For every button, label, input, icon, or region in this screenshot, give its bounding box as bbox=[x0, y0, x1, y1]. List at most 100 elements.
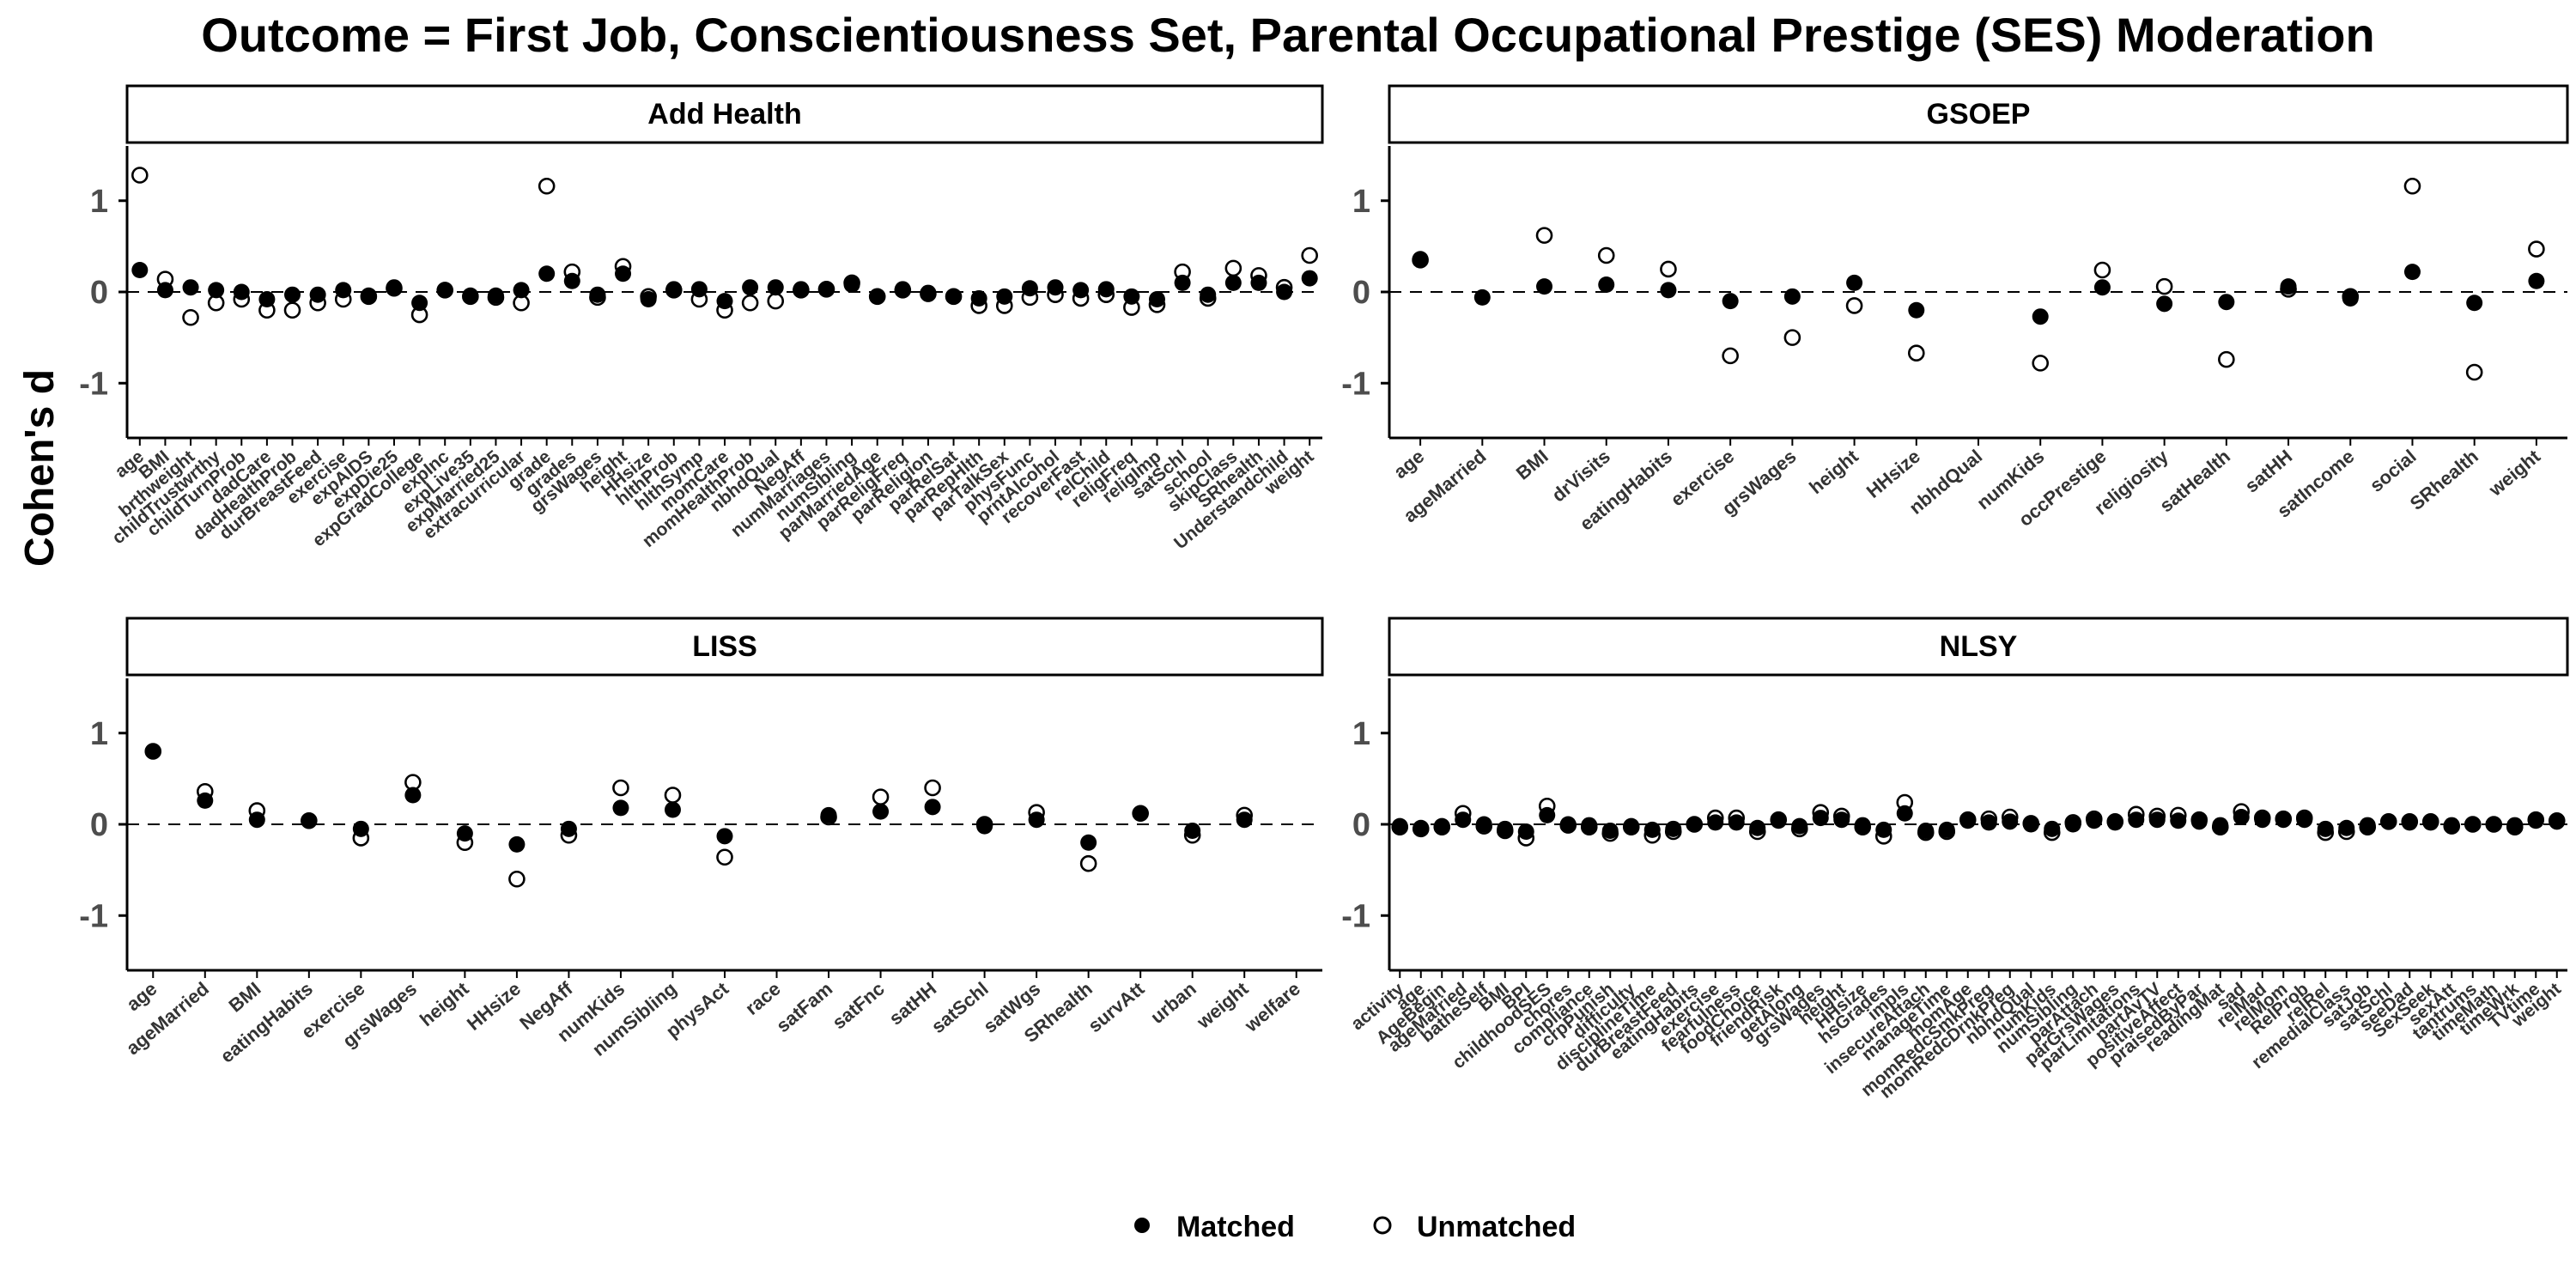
unmatched-point-gsoep-weight bbox=[2528, 240, 2545, 258]
matched-point-nlsy-momage bbox=[1959, 812, 1977, 829]
y-tick-label: 0 bbox=[1352, 275, 1370, 311]
matched-point-add-health-nbhdqual bbox=[767, 279, 784, 296]
x-tick-label-hhsize: HHsize bbox=[463, 978, 525, 1035]
matched-point-liss-satfnc bbox=[872, 803, 890, 820]
legend-matched-marker bbox=[1134, 1218, 1150, 1233]
matched-point-nlsy-partavtv bbox=[2148, 811, 2166, 829]
matched-point-nlsy-remedialclass bbox=[2338, 819, 2355, 836]
matched-point-add-health-dadcare bbox=[258, 291, 276, 307]
matched-point-add-health-negaff bbox=[793, 281, 810, 298]
matched-point-nlsy-insecureattach bbox=[1917, 822, 1935, 839]
matched-point-nlsy-praisedbypar bbox=[2190, 813, 2208, 830]
matched-point-nlsy-weight bbox=[2549, 813, 2566, 830]
matched-point-gsoep-eatinghabits bbox=[1660, 282, 1677, 299]
unmatched-point-liss-numkids bbox=[612, 779, 629, 797]
matched-point-nlsy-difficulty bbox=[1623, 817, 1640, 835]
matched-point-nlsy-managetime bbox=[1938, 821, 1955, 838]
panel-strip bbox=[125, 84, 1324, 144]
matched-point-nlsy-crppunish bbox=[1601, 822, 1619, 839]
matched-point-gsoep-sathh bbox=[2280, 278, 2297, 295]
matched-point-gsoep-satincome bbox=[2342, 289, 2359, 307]
matched-point-liss-urban bbox=[1184, 822, 1201, 839]
y-tick-label: 1 bbox=[90, 716, 108, 752]
matched-point-liss-survatt bbox=[1132, 805, 1149, 822]
x-tick-label-satfam: satFam bbox=[772, 978, 836, 1037]
matched-point-add-health-dadhealthprob bbox=[284, 286, 301, 303]
unmatched-point-add-health-weight bbox=[1301, 246, 1318, 264]
matched-point-gsoep-age bbox=[1412, 251, 1429, 268]
x-tick-label-age: age bbox=[1389, 446, 1428, 483]
matched-point-nlsy-numsibling bbox=[2064, 816, 2081, 833]
matched-point-add-health-grswages bbox=[589, 286, 606, 303]
matched-point-nlsy-height bbox=[1833, 811, 1850, 829]
legend-unmatched-marker bbox=[1373, 1216, 1392, 1235]
unmatched-point-gsoep-numkids bbox=[2032, 355, 2050, 372]
matched-point-liss-physact bbox=[716, 828, 733, 845]
matched-point-add-health-hlthsymp bbox=[690, 281, 708, 298]
matched-point-nlsy-parattach bbox=[2086, 812, 2103, 829]
matched-point-nlsy-grswages bbox=[1812, 810, 1829, 827]
matched-point-liss-srhealth bbox=[1080, 834, 1097, 851]
unmatched-point-gsoep-srhealth bbox=[2465, 363, 2483, 381]
matched-point-nlsy-hsgrades bbox=[1875, 821, 1893, 838]
matched-point-nlsy-sad bbox=[2233, 809, 2250, 825]
panels: Add Health-101ageBMIbrthweightchildTrust… bbox=[79, 84, 2569, 1103]
unmatched-point-liss-numsibling bbox=[664, 787, 682, 804]
x-tick-label-weight: weight bbox=[2484, 445, 2545, 501]
y-tick-label: 1 bbox=[1352, 716, 1370, 752]
matched-point-nlsy-seedad bbox=[2401, 814, 2418, 831]
matched-point-nlsy-bmi bbox=[1497, 820, 1514, 837]
matched-point-add-health-relchild bbox=[1097, 281, 1115, 298]
matched-point-nlsy-satjob bbox=[2359, 817, 2376, 834]
matched-point-add-health-parrelsat bbox=[945, 288, 963, 305]
matched-point-add-health-recoverfast bbox=[1072, 282, 1090, 299]
matched-point-add-health-expinc bbox=[436, 282, 453, 299]
matched-point-add-health-religfreq bbox=[1123, 288, 1140, 305]
unmatched-point-gsoep-social bbox=[2403, 177, 2421, 195]
matched-point-nlsy-hhsize bbox=[1854, 817, 1871, 834]
matched-point-gsoep-agemarried bbox=[1473, 289, 1491, 306]
matched-point-nlsy-fearfulness bbox=[1728, 814, 1745, 831]
unmatched-point-add-health-dadhealthprob bbox=[283, 301, 301, 319]
panel-title: NLSY bbox=[1940, 630, 2018, 663]
matched-point-nlsy-tantrums bbox=[2464, 816, 2482, 833]
matched-point-add-health-hhsize bbox=[640, 291, 657, 307]
matched-point-add-health-bmi bbox=[156, 282, 173, 299]
matched-point-add-health-durbreastfeed bbox=[309, 286, 326, 303]
matched-point-nlsy-childhoodses bbox=[1539, 806, 1556, 823]
matched-point-nlsy-compliance bbox=[1581, 817, 1598, 834]
matched-point-add-health-explive35 bbox=[462, 287, 479, 304]
unmatched-point-gsoep-bmi bbox=[1535, 227, 1553, 244]
matched-point-add-health-age bbox=[131, 262, 149, 278]
x-tick-label-social: social bbox=[2366, 446, 2421, 496]
matched-point-nlsy-sexatt bbox=[2443, 817, 2460, 834]
matched-point-gsoep-srhealth bbox=[2466, 295, 2483, 312]
unmatched-point-add-health-nbhdqual bbox=[767, 292, 785, 310]
matched-point-add-health-parmarriedage bbox=[869, 288, 886, 305]
x-tick-label-weight: weight bbox=[1192, 977, 1253, 1033]
x-tick-label-urban: urban bbox=[1146, 978, 1200, 1028]
matched-point-liss-negaff bbox=[560, 820, 577, 837]
matched-point-nlsy-relmad bbox=[2254, 811, 2271, 829]
matched-point-nlsy-chores bbox=[1559, 816, 1577, 833]
matched-point-nlsy-bpi bbox=[1517, 823, 1534, 840]
matched-point-nlsy-eatinghabits bbox=[1686, 816, 1703, 833]
matched-point-liss-bmi bbox=[248, 811, 265, 829]
unmatched-point-gsoep-exercise bbox=[1722, 347, 1739, 365]
matched-point-add-health-momhealthprob bbox=[742, 279, 759, 296]
x-tick-label-bmi: BMI bbox=[1512, 446, 1552, 484]
x-tick-label-height: height bbox=[416, 977, 473, 1030]
matched-point-nlsy-exercise bbox=[1707, 814, 1724, 831]
x-tick-label-welfare: welfare bbox=[1240, 978, 1304, 1037]
matched-point-gsoep-occprestige bbox=[2093, 279, 2111, 296]
matched-point-nlsy-batheself bbox=[1475, 816, 1492, 833]
matched-point-liss-satfam bbox=[820, 806, 837, 823]
matched-point-liss-exercise bbox=[352, 820, 369, 837]
matched-point-add-health-height bbox=[615, 265, 632, 283]
unmatched-point-add-health-momhealthprob bbox=[741, 294, 759, 312]
unmatched-point-gsoep-drvisits bbox=[1597, 246, 1615, 264]
unmatched-point-gsoep-grswages bbox=[1783, 329, 1801, 346]
matched-point-gsoep-grswages bbox=[1783, 288, 1801, 305]
